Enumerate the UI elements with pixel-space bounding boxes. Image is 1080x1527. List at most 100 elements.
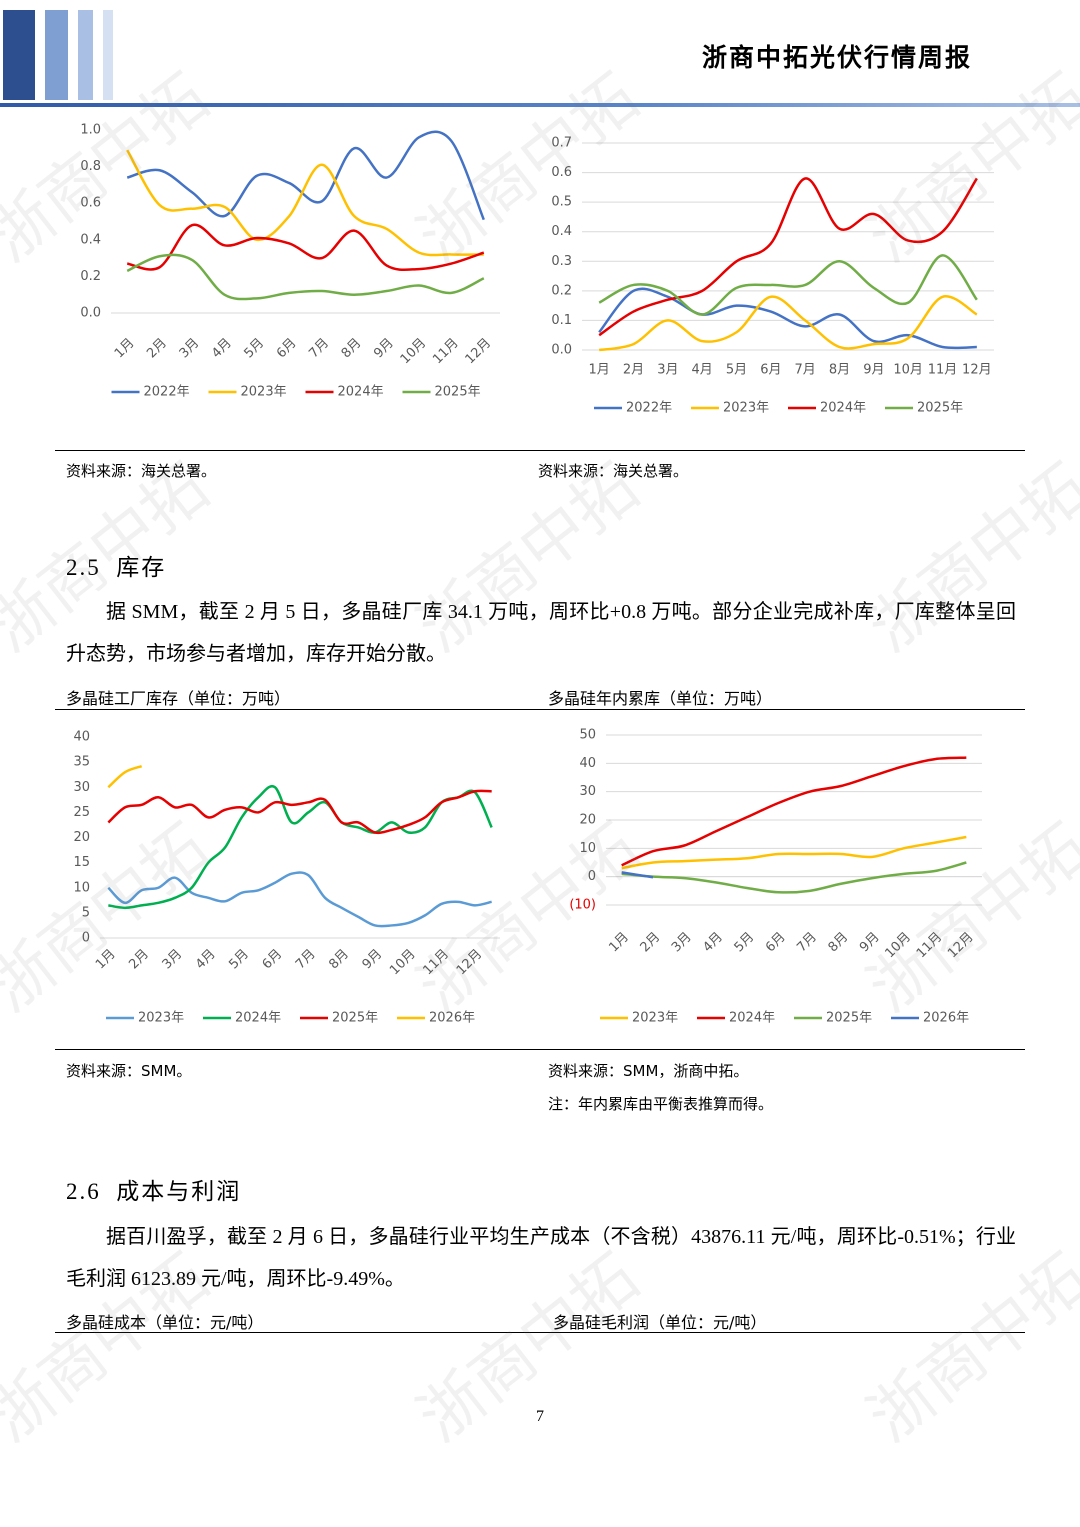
- chart-caption: 多晶硅成本（单位：元/吨）: [66, 1313, 264, 1332]
- legend-label: 2024年: [820, 401, 866, 416]
- series-line: [126, 149, 484, 257]
- x-tick-label: 11月: [914, 930, 945, 961]
- x-tick-label: 3月: [657, 363, 678, 378]
- y-tick-label: 35: [73, 755, 90, 770]
- x-tick-label: 5月: [242, 336, 268, 362]
- x-tick-label: 1月: [112, 336, 138, 362]
- source: 资料来源：海关总署。: [538, 462, 689, 480]
- legend-label: 2023年: [241, 385, 287, 400]
- legend-label: 2025年: [826, 1011, 872, 1026]
- x-tick-label: 10月: [398, 336, 429, 367]
- x-tick-label: 12月: [463, 336, 494, 367]
- y-tick-label: 10: [73, 880, 90, 895]
- y-tick-label: 0.2: [551, 283, 572, 298]
- series-line: [598, 254, 978, 316]
- section-heading: 2.6 成本与利润: [66, 1179, 242, 1204]
- paragraph: 据 SMM，截至 2 月 5 日，多晶硅厂库 34.1 万吨，周环比+0.8 万…: [66, 601, 1016, 665]
- x-tick-label: 4月: [692, 363, 713, 378]
- legend-label: 2022年: [626, 401, 672, 416]
- x-tick-label: 6月: [260, 947, 286, 973]
- y-tick-label: 20: [73, 830, 90, 845]
- section-heading: 2.5 库存: [66, 555, 167, 580]
- legend-label: 2023年: [723, 401, 769, 416]
- x-tick-label: 5月: [732, 930, 758, 956]
- y-tick-label: 0.4: [551, 224, 572, 239]
- x-tick-label: 1月: [606, 930, 632, 956]
- y-tick-label: 0.2: [80, 269, 101, 284]
- series-line: [126, 253, 485, 301]
- x-tick-label: 7月: [795, 363, 816, 378]
- header-rule: [0, 103, 1080, 107]
- y-tick-label: 0.7: [551, 136, 572, 151]
- x-tick-label: 12月: [945, 930, 976, 961]
- series-line: [621, 835, 967, 870]
- legend-label: 2025年: [917, 401, 963, 416]
- x-tick-label: 2月: [623, 363, 644, 378]
- series-line: [126, 130, 485, 221]
- x-tick-label: 11月: [420, 947, 451, 978]
- y-tick-label: 0.6: [80, 196, 101, 211]
- header-bar: [78, 10, 93, 100]
- x-tick-label: 2月: [638, 930, 664, 956]
- legend-label: 2023年: [138, 1011, 184, 1026]
- header-bar: [45, 10, 68, 100]
- y-tick-label: 20: [579, 813, 596, 828]
- source: 资料来源：海关总署。: [66, 462, 217, 480]
- y-tick-label: 0.6: [551, 165, 572, 180]
- x-tick-label: 9月: [360, 947, 386, 973]
- x-tick-label: 8月: [326, 947, 352, 973]
- header-bar: [103, 10, 113, 100]
- x-tick-label: 9月: [857, 930, 883, 956]
- legend-label: 2026年: [429, 1011, 475, 1026]
- series-line: [126, 223, 485, 272]
- series-line: [621, 871, 654, 879]
- x-tick-label: 2月: [144, 336, 170, 362]
- note: 注：年内累库由平衡表推算而得。: [548, 1095, 774, 1113]
- x-tick-label: 12月: [454, 947, 485, 978]
- rule: [55, 1332, 1025, 1333]
- y-tick-label: 5: [82, 905, 90, 920]
- y-tick-label: 40: [579, 756, 596, 771]
- legend-label: 2023年: [632, 1011, 678, 1026]
- legend-label: 2025年: [435, 385, 481, 400]
- x-tick-label: 2月: [126, 947, 152, 973]
- x-tick-label: 7月: [794, 930, 820, 956]
- paragraph: 据百川盈孚，截至 2 月 6 日，多晶硅行业平均生产成本（不含税）43876.1…: [66, 1226, 1016, 1290]
- legend-label: 2024年: [338, 385, 384, 400]
- x-tick-label: 8月: [826, 930, 852, 956]
- chart-title: 多晶硅年内累库（单位：万吨）: [548, 689, 773, 708]
- legend-label: 2022年: [144, 385, 190, 400]
- y-tick-label: (10): [569, 898, 596, 913]
- y-tick-label: 0.0: [551, 343, 572, 358]
- chart-caption: 多晶硅毛利润（单位：元/吨）: [553, 1313, 767, 1332]
- y-tick-label: 0.3: [551, 254, 572, 269]
- line-chart: 0.0 0.1 0.2 0.3 0.4 0.5 0.6 0.7 1月 2月 3月 4月 5月 6月 7月 8月…: [551, 136, 994, 416]
- series-line: [621, 756, 967, 867]
- page-number: 7: [536, 1408, 544, 1425]
- x-tick-label: 9月: [863, 363, 884, 378]
- x-tick-label: 7月: [306, 336, 332, 362]
- y-tick-label: 25: [73, 805, 90, 820]
- y-tick-label: 1.0: [80, 123, 101, 138]
- x-tick-label: 10月: [882, 930, 913, 961]
- x-tick-label: 5月: [226, 947, 252, 973]
- y-tick-label: 30: [579, 784, 596, 799]
- series-line: [107, 764, 143, 789]
- y-tick-label: 10: [579, 841, 596, 856]
- x-tick-label: 8月: [829, 363, 850, 378]
- y-tick-label: 0: [588, 869, 596, 884]
- x-tick-label: 12月: [962, 363, 992, 378]
- series-line: [108, 785, 493, 910]
- x-tick-label: 7月: [293, 947, 319, 973]
- x-tick-label: 1月: [589, 363, 610, 378]
- y-tick-label: 0.4: [80, 232, 101, 247]
- legend-label: 2025年: [332, 1011, 378, 1026]
- legend-label: 2024年: [235, 1011, 281, 1026]
- x-tick-label: 6月: [763, 930, 789, 956]
- y-tick-label: 0.1: [551, 313, 572, 328]
- y-tick-label: 0.8: [80, 159, 101, 174]
- x-tick-label: 6月: [760, 363, 781, 378]
- x-tick-label: 4月: [193, 947, 219, 973]
- series-line: [107, 871, 492, 928]
- header-bar: [3, 10, 35, 100]
